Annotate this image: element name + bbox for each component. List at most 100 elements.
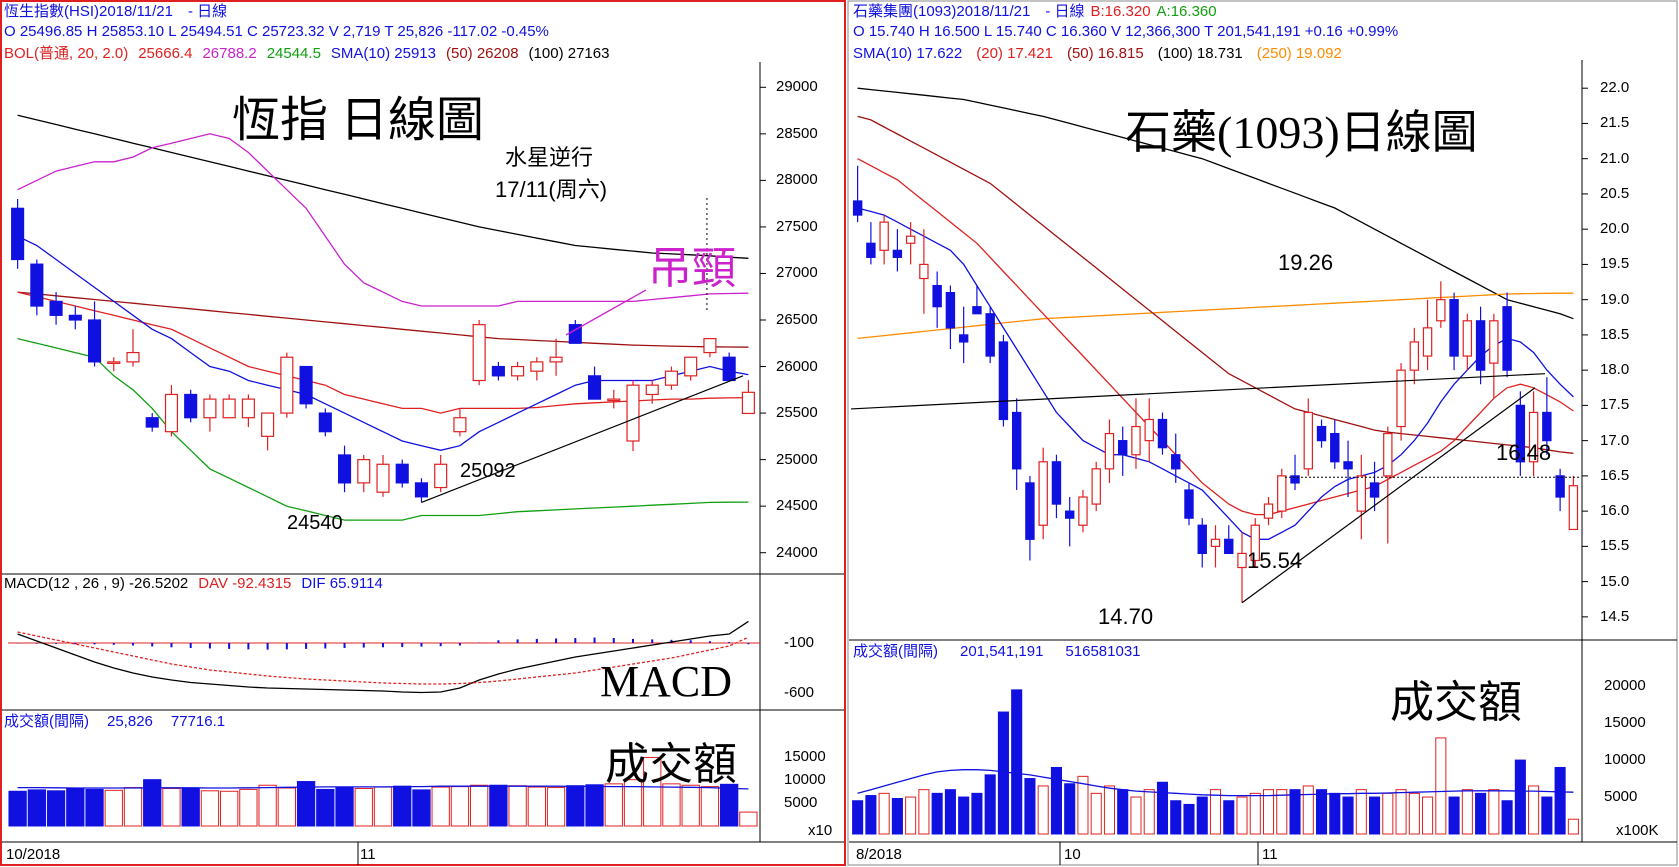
hsi-indicator-row: BOL(普通, 20, 2.0) 25666.4 26788.2 24544.5 SMA… bbox=[4, 44, 619, 63]
csp-ohlc-line: O 15.740 H 16.500 L 15.740 C 16.360 V 12… bbox=[853, 23, 1399, 40]
csp-volume-bar bbox=[1541, 796, 1553, 835]
csp-indicator-item: (20) 17.421 bbox=[976, 45, 1053, 62]
hsi-candle-body bbox=[626, 384, 640, 442]
csp-sma20-line bbox=[857, 158, 1574, 516]
csp-indicator-item: (50) 16.815 bbox=[1066, 45, 1144, 62]
hsi-candle-body bbox=[587, 375, 602, 400]
hsi-candle-body bbox=[241, 398, 255, 419]
csp-candle-body bbox=[1462, 320, 1473, 357]
csp-volume-bar bbox=[1037, 785, 1049, 835]
csp-volume-bar bbox=[944, 789, 956, 835]
hsi-candle-body bbox=[472, 324, 486, 382]
csp-candle-body bbox=[1475, 320, 1486, 371]
hsi-volume-bar bbox=[739, 811, 758, 827]
csp-volume-bar bbox=[1156, 781, 1169, 835]
csp-candle-body bbox=[866, 242, 876, 258]
csp-candle-body bbox=[1025, 482, 1035, 540]
csp-price-tick: 17.0 bbox=[1600, 431, 1630, 449]
csp-volume-bar bbox=[891, 798, 903, 835]
hsi-hanging-pointer-line bbox=[565, 289, 647, 336]
csp-volume-bar bbox=[1488, 789, 1500, 835]
csp-price-tick: 21.0 bbox=[1600, 149, 1630, 167]
csp-volume-bar bbox=[1262, 789, 1275, 835]
hsi-volume-bar bbox=[585, 784, 604, 827]
hsi-volume-bar bbox=[700, 786, 720, 827]
csp-volume-bar bbox=[1289, 789, 1301, 835]
csp-volume-bar bbox=[1461, 789, 1473, 835]
csp-candle-body bbox=[1316, 425, 1327, 442]
hsi-candle-body bbox=[511, 365, 525, 377]
hsi-volume-bar bbox=[431, 786, 450, 827]
hsi-volume-bar bbox=[181, 787, 200, 827]
hsi-candle-body bbox=[30, 263, 44, 307]
csp-volume-tick: 15000 bbox=[1604, 714, 1646, 732]
macd-dif-line bbox=[17, 620, 749, 694]
hsi-volume-title: 成交額 bbox=[605, 740, 737, 789]
hsi-candle-body bbox=[645, 384, 659, 396]
csp-volume-bar bbox=[1342, 796, 1354, 835]
hsi-sma10-line bbox=[17, 235, 749, 451]
hsi-volume-bar bbox=[46, 790, 66, 827]
csp-candle-body bbox=[1436, 299, 1446, 322]
csp-candle-body bbox=[1197, 524, 1207, 555]
hsi-candle-body bbox=[530, 361, 544, 372]
hsi-volume-bar bbox=[8, 790, 27, 827]
hsi-mercury-label-2: 17/11(周六) bbox=[495, 177, 608, 202]
hsi-price-tick: 24000 bbox=[776, 543, 818, 561]
csp-volume-tick: 10000 bbox=[1604, 751, 1646, 769]
hsi-volume-bar bbox=[85, 788, 104, 827]
csp-sma100-line bbox=[857, 87, 1574, 320]
csp-volume-header-item: 201,541,191 bbox=[960, 643, 1044, 660]
hsi-sma50-line bbox=[17, 291, 749, 348]
csp-price-tick: 16.0 bbox=[1600, 502, 1630, 520]
macd-header-row: MACD(12 , 26 , 9) -26.5202 DAV -92.4315 DI… bbox=[4, 574, 393, 593]
csp-volume-bar bbox=[1329, 792, 1341, 835]
csp-candle-body bbox=[1064, 510, 1075, 519]
csp-volume-bar bbox=[997, 711, 1009, 835]
hsi-volume-bar bbox=[527, 786, 547, 827]
hsi-volume-tick: 15000 bbox=[784, 747, 826, 765]
hsi-candle-body bbox=[87, 319, 102, 363]
csp-price-tick: 16.5 bbox=[1600, 466, 1630, 484]
hsi-candle-body bbox=[703, 338, 717, 354]
csp-candle-body bbox=[1555, 475, 1565, 498]
csp-candle-body bbox=[905, 235, 916, 244]
hsi-candle-body bbox=[549, 356, 563, 363]
hsi-candle-body bbox=[434, 463, 448, 489]
csp-volume-bar bbox=[1528, 785, 1540, 835]
csp-volume-tick: 5000 bbox=[1604, 788, 1638, 806]
hsi-volume-bar bbox=[546, 787, 566, 827]
hsi-price-tick: 27500 bbox=[776, 217, 818, 235]
hsi-title-line: 恆生指數(HSI)2018/11/21 - 日線 bbox=[4, 3, 228, 20]
hsi-candle-body bbox=[376, 463, 390, 493]
csp-x-label: 8/2018 bbox=[856, 846, 902, 863]
hsi-candle-body bbox=[145, 417, 159, 428]
hsi-volume-bar bbox=[373, 786, 393, 827]
csp-candle-body bbox=[1078, 496, 1088, 526]
hsi-candle-body bbox=[11, 207, 25, 261]
hsi-indicator-item: BOL(普通, 20, 2.0) bbox=[4, 45, 129, 62]
hsi-volume-bar bbox=[489, 784, 508, 827]
csp-candle-body bbox=[1502, 306, 1512, 371]
hsi-candle-body bbox=[664, 370, 679, 386]
hsi-volume-bar bbox=[623, 779, 643, 827]
hsi-volume-unit: x10 bbox=[808, 822, 833, 839]
macd-title: MACD bbox=[600, 657, 733, 706]
csp-candle-body bbox=[1277, 475, 1287, 512]
csp-candle-body bbox=[958, 334, 969, 343]
csp-volume-bar bbox=[1236, 796, 1248, 835]
csp-volume-bar bbox=[1355, 789, 1367, 835]
hsi-price-tick: 26000 bbox=[776, 357, 818, 375]
csp-candle-body bbox=[972, 306, 982, 315]
hsi-volume-bar bbox=[335, 787, 354, 827]
hsi-low2-label: 25092 bbox=[460, 460, 516, 482]
csp-volume-bar bbox=[1475, 792, 1487, 835]
csp-candle-body bbox=[1131, 425, 1141, 456]
csp-volume-bar bbox=[918, 789, 930, 835]
csp-volume-unit: x100K bbox=[1616, 822, 1659, 839]
csp-candle-body bbox=[1210, 538, 1221, 547]
hsi-volume-bar bbox=[354, 787, 373, 827]
csp-volume-header-item: 成交額(間隔) bbox=[853, 643, 938, 660]
csp-candle-body bbox=[1409, 341, 1420, 371]
hsi-candle-body bbox=[261, 412, 275, 437]
